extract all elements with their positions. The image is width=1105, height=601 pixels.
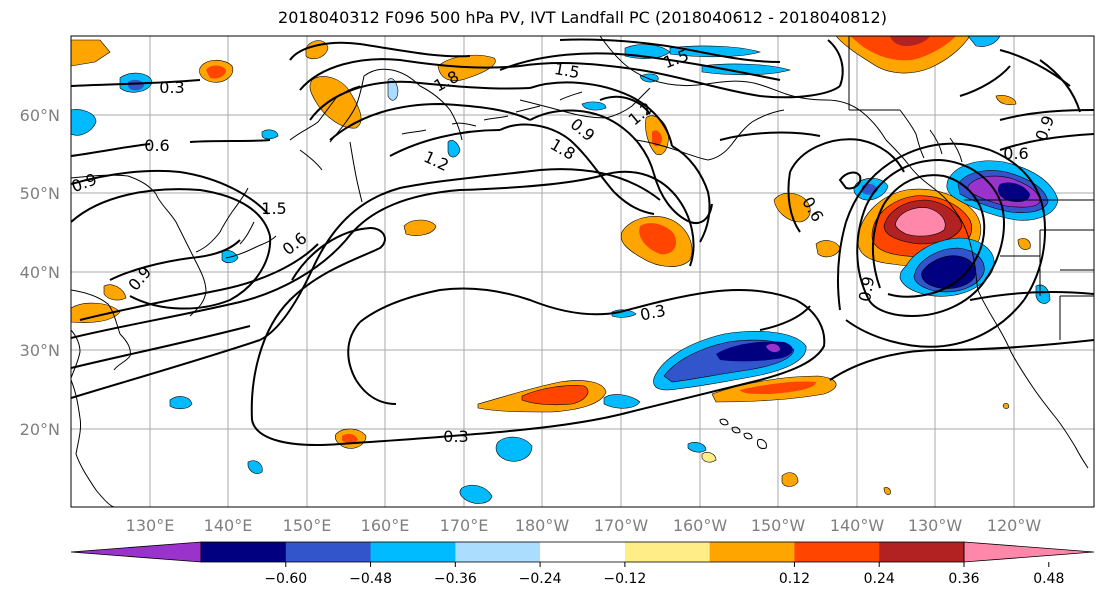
lat-label-50n: 50°N xyxy=(20,184,60,203)
anomaly-patch xyxy=(883,487,891,495)
pv-contours xyxy=(71,38,1094,446)
colorbar-segment xyxy=(794,542,880,562)
anomaly-patch xyxy=(701,452,717,463)
colorbar-segment xyxy=(709,542,795,562)
anomaly-patch xyxy=(103,284,127,301)
colorbar-segment xyxy=(285,542,372,562)
colorbar-tick-label: −0.12 xyxy=(603,571,646,587)
longitude-labels: 130°E 140°E 150°E 160°E 170°E 180°W 170°… xyxy=(126,516,1042,535)
anomaly-patch xyxy=(71,302,121,323)
lon-label: 160°W xyxy=(673,516,728,535)
contour-label: 0.6 xyxy=(144,136,169,155)
lon-label: 120°W xyxy=(987,516,1042,535)
contour-label: 1.5 xyxy=(261,199,286,218)
colorbar-segment xyxy=(201,542,287,562)
lon-label: 150°E xyxy=(283,516,332,535)
anomaly-patch xyxy=(71,109,97,136)
anomaly-patch xyxy=(652,130,662,147)
contour-label: 1.5 xyxy=(553,59,581,82)
colorbar-tick-label: −0.24 xyxy=(519,571,562,587)
anomaly-patch xyxy=(309,76,362,129)
contour-label: 0.3 xyxy=(159,78,184,97)
contour-label: 0.6 xyxy=(1003,144,1028,163)
anomaly-patch xyxy=(387,78,399,101)
anomaly-patch xyxy=(850,36,956,61)
anomaly-patch xyxy=(221,250,239,264)
colorbar-segment xyxy=(370,542,456,562)
lat-label-40n: 40°N xyxy=(20,263,60,282)
anomaly-patch xyxy=(687,442,707,453)
anomaly-patch xyxy=(495,436,533,462)
map-title: 2018040312 F096 500 hPa PV, IVT Landfall… xyxy=(278,8,887,27)
anomaly-patch xyxy=(766,343,780,353)
colorbar-segment xyxy=(624,542,711,562)
colorbar-tick-label: −0.36 xyxy=(434,571,477,587)
anomaly-patch xyxy=(603,394,641,409)
latitude-labels: 60°N 50°N 40°N 30°N 20°N xyxy=(20,106,60,439)
colorbar-tick-label: 0.36 xyxy=(948,571,979,587)
lat-label-20n: 20°N xyxy=(20,420,60,439)
lon-label: 160°E xyxy=(361,516,410,535)
lon-label: 130°E xyxy=(126,516,175,535)
anomaly-patch xyxy=(403,219,437,236)
anomaly-patch xyxy=(71,39,111,67)
colorbar-tick-label: 0.48 xyxy=(1033,571,1064,587)
anomaly-patch xyxy=(740,381,816,394)
contour-labels: 0.3 0.6 0.9 1.2 1.5 1.8 0.9 1.5 0.6 0.9 … xyxy=(71,46,1058,446)
lat-label-60n: 60°N xyxy=(20,106,60,125)
anomaly-patch xyxy=(581,101,607,111)
graticule xyxy=(71,36,1094,507)
contour-label: 0.3 xyxy=(443,427,468,446)
anomaly-patch xyxy=(773,192,811,223)
contour-label: 0.9 xyxy=(855,275,878,303)
anomaly-patch xyxy=(890,36,930,46)
colorbar-tick-label: 0.12 xyxy=(779,571,810,587)
contour-label: 0.3 xyxy=(638,301,667,325)
anomaly-patch xyxy=(921,255,976,289)
anomaly-patch xyxy=(1017,238,1031,250)
lon-label: 130°W xyxy=(908,516,963,535)
colorbar-tick-label: −0.60 xyxy=(264,571,307,587)
shaded-anomalies xyxy=(71,36,1059,504)
lon-label: 180°W xyxy=(515,516,570,535)
anomaly-patch xyxy=(639,223,677,255)
colorbar-segment xyxy=(879,542,965,562)
map-frame xyxy=(70,35,1095,508)
anomaly-patch xyxy=(521,385,589,406)
lon-label: 150°W xyxy=(751,516,806,535)
lon-label: 170°E xyxy=(440,516,489,535)
colorbar-segment xyxy=(455,542,541,562)
anomaly-patch xyxy=(247,460,263,474)
lon-label: 140°E xyxy=(204,516,253,535)
lat-label-30n: 30°N xyxy=(20,341,60,360)
anomaly-patch xyxy=(998,182,1030,202)
anomaly-patch xyxy=(169,396,193,410)
anomaly-patch xyxy=(781,472,799,487)
anomaly-patch xyxy=(206,65,226,79)
anomaly-patch xyxy=(995,95,1017,106)
colorbar-extend-low xyxy=(70,541,202,563)
anomaly-patch xyxy=(261,129,279,140)
lon-label: 140°W xyxy=(830,516,885,535)
anomaly-patch xyxy=(342,433,358,443)
anomaly-patch xyxy=(895,207,946,237)
anomaly-patch xyxy=(459,484,493,504)
anomaly-patch xyxy=(447,140,461,158)
anomaly-patch xyxy=(701,63,792,76)
colorbar-tick-label: 0.24 xyxy=(864,571,895,587)
anomaly-patch xyxy=(1002,403,1010,409)
colorbar-frame xyxy=(200,541,965,563)
colorbar-tick-label: −0.48 xyxy=(349,571,392,587)
anomaly-patch xyxy=(669,45,762,58)
lon-label: 170°W xyxy=(594,516,649,535)
colorbar-extend-high xyxy=(963,541,1095,563)
coastlines xyxy=(71,36,1094,507)
colorbar: −0.60 −0.48 −0.36 −0.24 −0.12 0.12 0.24 0.36 0.4… xyxy=(70,541,1095,587)
colorbar-segment xyxy=(540,542,626,562)
